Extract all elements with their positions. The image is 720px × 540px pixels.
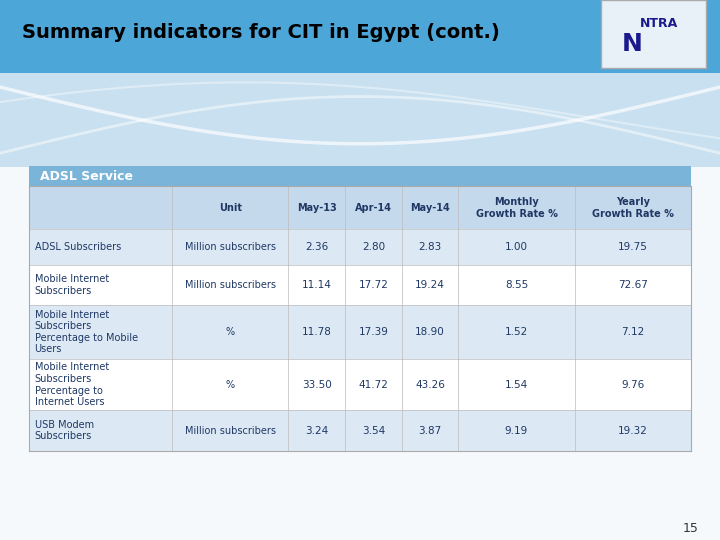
Text: Mobile Internet
Subscribers
Percentage to Mobile
Users: Mobile Internet Subscribers Percentage t…: [35, 310, 138, 354]
Text: ADSL Service: ADSL Service: [40, 170, 132, 183]
Text: 7.12: 7.12: [621, 327, 644, 337]
FancyBboxPatch shape: [29, 305, 691, 359]
Text: May-13: May-13: [297, 203, 337, 213]
Text: %: %: [225, 327, 235, 337]
Text: Apr-14: Apr-14: [355, 203, 392, 213]
Text: 2.83: 2.83: [418, 242, 441, 252]
Text: Yearly
Growth Rate %: Yearly Growth Rate %: [592, 197, 674, 219]
Text: Million subscribers: Million subscribers: [185, 242, 276, 252]
FancyBboxPatch shape: [29, 410, 691, 451]
Text: 1.52: 1.52: [505, 327, 528, 337]
Text: 3.87: 3.87: [418, 426, 441, 436]
Text: Unit: Unit: [219, 203, 242, 213]
FancyBboxPatch shape: [29, 265, 691, 305]
FancyBboxPatch shape: [29, 186, 691, 230]
Text: 1.54: 1.54: [505, 380, 528, 390]
Text: 17.39: 17.39: [359, 327, 388, 337]
Text: 2.36: 2.36: [305, 242, 328, 252]
Text: Monthly
Growth Rate %: Monthly Growth Rate %: [475, 197, 557, 219]
Text: 41.72: 41.72: [359, 380, 388, 390]
Text: May-14: May-14: [410, 203, 450, 213]
Text: Mobile Internet
Subscribers: Mobile Internet Subscribers: [35, 274, 109, 296]
Text: N: N: [622, 32, 643, 56]
Text: 33.50: 33.50: [302, 380, 332, 390]
Text: 11.14: 11.14: [302, 280, 332, 290]
Text: ADSL Subscribers: ADSL Subscribers: [35, 242, 121, 252]
Text: 9.19: 9.19: [505, 426, 528, 436]
Text: 19.75: 19.75: [618, 242, 648, 252]
FancyBboxPatch shape: [0, 162, 720, 540]
Text: 15: 15: [683, 522, 698, 535]
Text: 3.54: 3.54: [361, 426, 385, 436]
Text: 2.80: 2.80: [361, 242, 385, 252]
FancyBboxPatch shape: [0, 73, 720, 167]
Text: %: %: [225, 380, 235, 390]
Text: 18.90: 18.90: [415, 327, 445, 337]
Text: 19.32: 19.32: [618, 426, 648, 436]
Text: Million subscribers: Million subscribers: [185, 280, 276, 290]
FancyBboxPatch shape: [0, 0, 720, 73]
Text: Mobile Internet
Subscribers
Percentage to
Internet Users: Mobile Internet Subscribers Percentage t…: [35, 362, 109, 407]
FancyBboxPatch shape: [29, 359, 691, 410]
FancyBboxPatch shape: [601, 0, 706, 68]
Text: 19.24: 19.24: [415, 280, 445, 290]
Text: NTRA: NTRA: [639, 17, 678, 30]
Text: 3.24: 3.24: [305, 426, 328, 436]
Text: 43.26: 43.26: [415, 380, 445, 390]
Text: 8.55: 8.55: [505, 280, 528, 290]
FancyBboxPatch shape: [29, 230, 691, 265]
FancyBboxPatch shape: [29, 166, 691, 186]
Text: 11.78: 11.78: [302, 327, 332, 337]
Text: 9.76: 9.76: [621, 380, 644, 390]
Text: Summary indicators for CIT in Egypt (cont.): Summary indicators for CIT in Egypt (con…: [22, 23, 500, 42]
Text: 72.67: 72.67: [618, 280, 648, 290]
Text: Million subscribers: Million subscribers: [185, 426, 276, 436]
Text: 17.72: 17.72: [359, 280, 388, 290]
Text: 1.00: 1.00: [505, 242, 528, 252]
Text: USB Modem
Subscribers: USB Modem Subscribers: [35, 420, 94, 442]
